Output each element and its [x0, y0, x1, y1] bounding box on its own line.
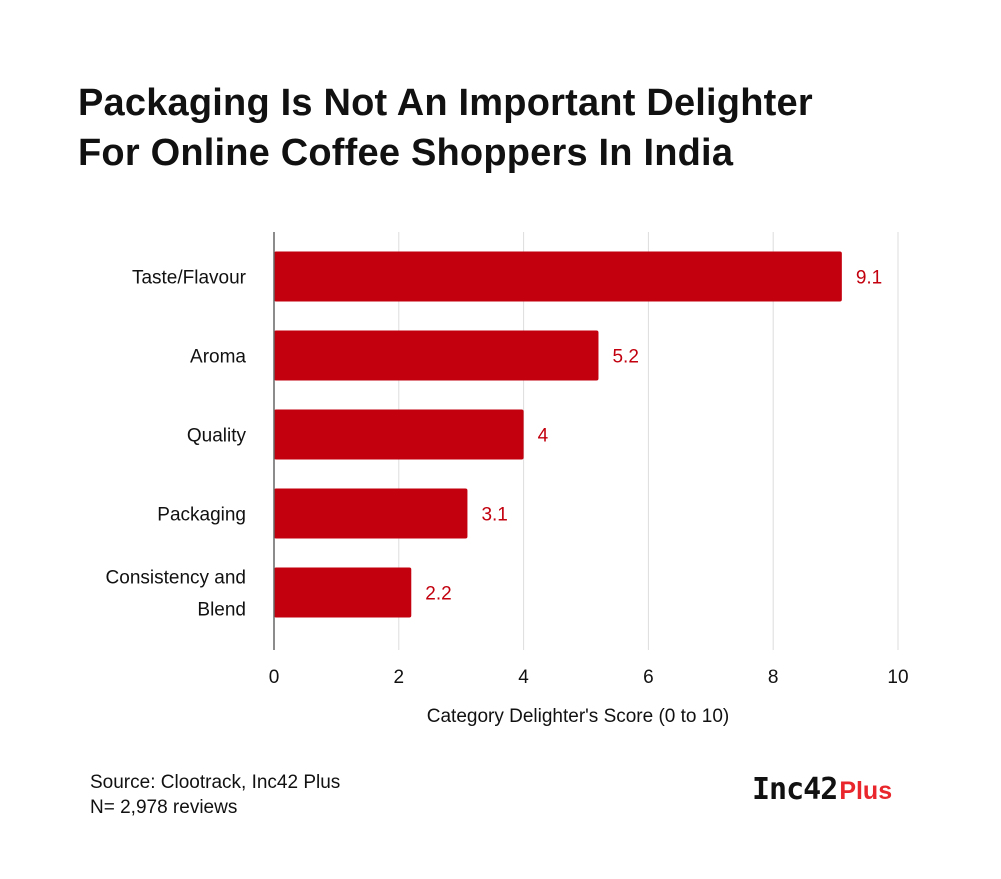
x-tick-label: 8: [768, 667, 779, 688]
chart-title-line-2: For Online Coffee Shoppers In India: [78, 132, 734, 174]
chart-title: Packaging Is Not An Important Delighter …: [78, 78, 958, 178]
x-tick-label: 4: [518, 667, 529, 688]
category-label: Consistency and Blend: [106, 568, 246, 621]
chart-title-line-1: Packaging Is Not An Important Delighter: [78, 82, 813, 124]
source-note: Source: Clootrack, Inc42 Plus N= 2,978 r…: [90, 770, 340, 820]
x-tick-label: 0: [269, 667, 280, 688]
brand-logo-plus: Plus: [839, 777, 893, 805]
bar: [274, 567, 412, 618]
source-line: Source: Clootrack, Inc42 Plus: [90, 772, 341, 793]
sample-size-line: N= 2,978 reviews: [90, 797, 238, 818]
category-label: Packaging: [157, 505, 246, 526]
category-label: Aroma: [190, 347, 246, 368]
bar-value-label: 2.2: [425, 584, 451, 605]
bar-value-label: 3.1: [481, 505, 507, 526]
x-tick-label: 2: [394, 667, 405, 688]
brand-logo-main: Inc42: [752, 772, 838, 807]
category-label: Taste/Flavour: [132, 268, 247, 289]
bar-value-label: 5.2: [612, 347, 638, 368]
x-tick-label: 10: [887, 667, 908, 688]
bar: [274, 409, 524, 460]
bar: [274, 488, 468, 539]
bar-value-label: 9.1: [856, 268, 882, 289]
bar-value-label: 4: [538, 426, 549, 447]
brand-logo: Inc42 Plus: [752, 772, 892, 812]
x-tick-label: 6: [643, 667, 654, 688]
bar: [274, 330, 599, 381]
x-axis-title: Category Delighter's Score (0 to 10): [427, 706, 730, 727]
category-label: Quality: [187, 426, 247, 447]
bar: [274, 251, 842, 302]
